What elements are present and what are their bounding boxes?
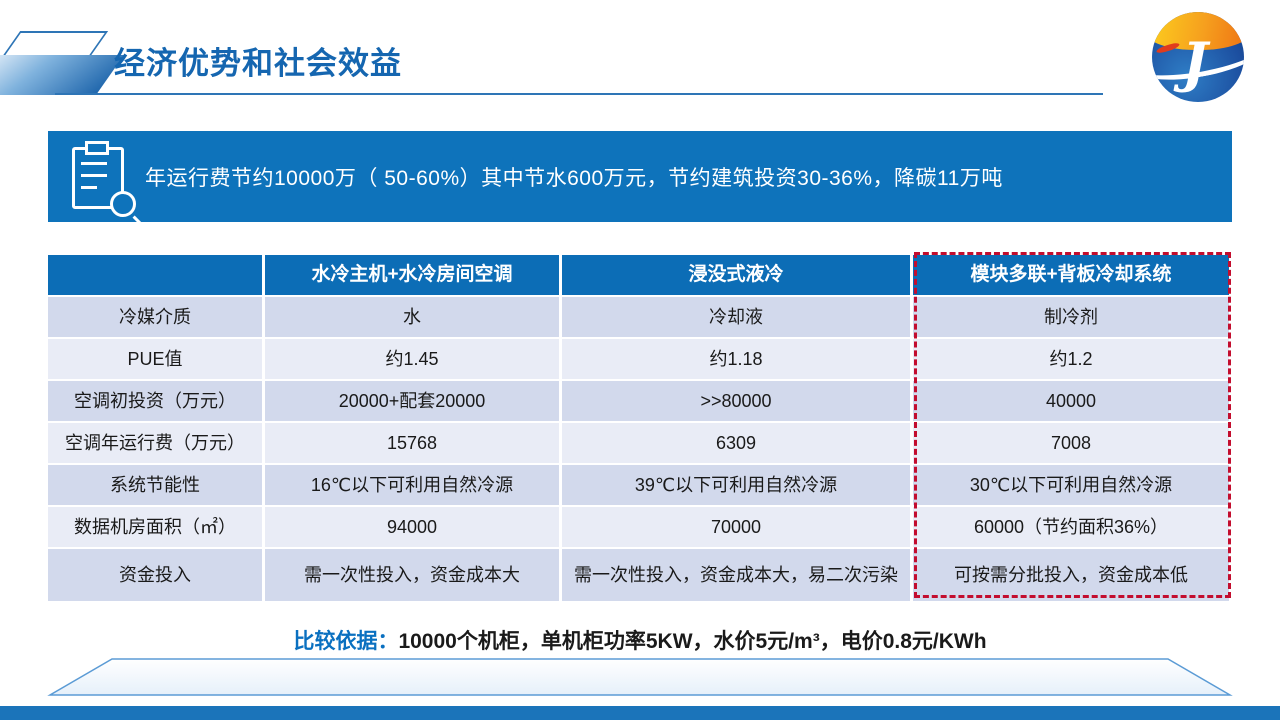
- table-cell: 94000: [265, 507, 559, 547]
- table-cell: 冷却液: [562, 297, 910, 337]
- table-cell: >>80000: [562, 381, 910, 421]
- table-cell: 7008: [913, 423, 1229, 463]
- table-cell: 约1.18: [562, 339, 910, 379]
- header-deco-fill: [0, 55, 125, 95]
- page-title: 经济优势和社会效益: [114, 46, 402, 81]
- table-cell: 40000: [913, 381, 1229, 421]
- table-cell: 39℃以下可利用自然冷源: [562, 465, 910, 505]
- row-label: 空调初投资（万元）: [48, 381, 262, 421]
- row-label: 数据机房面积（㎡）: [48, 507, 262, 547]
- table-cell: 20000+配套20000: [265, 381, 559, 421]
- clipboard-search-icon: [72, 141, 143, 226]
- table-cell: 约1.2: [913, 339, 1229, 379]
- summary-text: 年运行费节约10000万（ 50-60%）其中节水600万元，节约建筑投资30-…: [145, 166, 1003, 190]
- table-cell: 16℃以下可利用自然冷源: [265, 465, 559, 505]
- column-header: 水冷主机+水冷房间空调: [265, 255, 559, 295]
- table-cell: 可按需分批投入，资金成本低: [913, 549, 1229, 601]
- summary-banner: 年运行费节约10000万（ 50-60%）其中节水600万元，节约建筑投资30-…: [48, 131, 1232, 226]
- header-divider: [55, 93, 1103, 95]
- table-cell: 制冷剂: [913, 297, 1229, 337]
- comparison-basis-note: 比较依据：10000个机柜，单机柜功率5KW，水价5元/m³，电价0.8元/KW…: [0, 625, 1280, 655]
- column-header-highlighted: 模块多联+背板冷却系统: [913, 255, 1229, 295]
- column-header: [48, 255, 262, 295]
- row-label: PUE值: [48, 339, 262, 379]
- table-cell: 70000: [562, 507, 910, 547]
- comparison-table: 水冷主机+水冷房间空调 浸没式液冷 模块多联+背板冷却系统 冷媒介质 水 冷却液…: [48, 255, 1229, 601]
- table-cell: 需一次性投入，资金成本大，易二次污染: [562, 549, 910, 601]
- note-label: 比较依据：: [293, 630, 399, 653]
- stage-trapezoid: [47, 658, 1233, 696]
- table-cell: 60000（节约面积36%）: [913, 507, 1229, 547]
- row-label: 空调年运行费（万元）: [48, 423, 262, 463]
- row-label: 资金投入: [48, 549, 262, 601]
- table-cell: 30℃以下可利用自然冷源: [913, 465, 1229, 505]
- row-label: 系统节能性: [48, 465, 262, 505]
- note-text: 10000个机柜，单机柜功率5KW，水价5元/m³，电价0.8元/KWh: [398, 630, 987, 653]
- table-cell: 约1.45: [265, 339, 559, 379]
- row-label: 冷媒介质: [48, 297, 262, 337]
- column-header: 浸没式液冷: [562, 255, 910, 295]
- table-cell: 水: [265, 297, 559, 337]
- table-cell: 需一次性投入，资金成本大: [265, 549, 559, 601]
- table-cell: 15768: [265, 423, 559, 463]
- footer-bar: [0, 706, 1280, 720]
- company-logo-icon: J: [1152, 12, 1244, 102]
- logo-letter: J: [1182, 30, 1208, 94]
- table-cell: 6309: [562, 423, 910, 463]
- logo-orange-arc: [1152, 12, 1244, 50]
